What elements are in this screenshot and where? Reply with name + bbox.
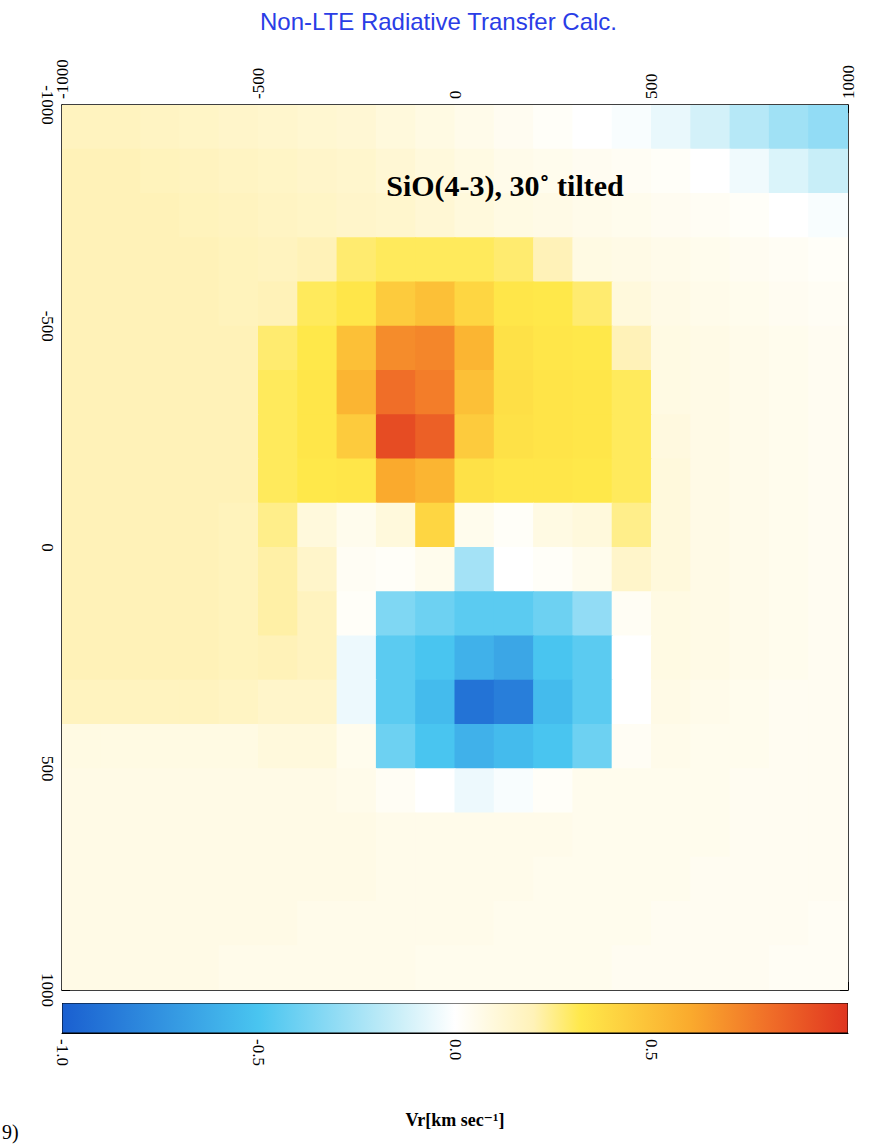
svg-text:Non-LTE Radiative Transfer Cal: Non-LTE Radiative Transfer Calc. (260, 8, 617, 35)
svg-text:-1000: -1000 (38, 85, 57, 125)
svg-text:1000: 1000 (839, 65, 858, 99)
svg-text:0: 0 (38, 543, 57, 552)
svg-text:500: 500 (642, 74, 661, 100)
svg-text:0: 0 (446, 91, 465, 100)
svg-text:0.5: 0.5 (642, 1039, 661, 1060)
svg-text:-500: -500 (249, 68, 268, 99)
svg-text:-500: -500 (38, 311, 57, 342)
svg-text:9): 9) (2, 1121, 19, 1144)
svg-text:-0.5: -0.5 (249, 1039, 268, 1066)
svg-text:500: 500 (38, 756, 57, 782)
svg-text:Vr[km sec⁻¹]: Vr[km sec⁻¹] (405, 1110, 504, 1130)
svg-text:0.0: 0.0 (446, 1039, 465, 1060)
svg-text:-1.0: -1.0 (53, 1039, 72, 1066)
svg-text:-1000: -1000 (53, 59, 72, 99)
svg-text:SiO(4-3), 30˚ tilted: SiO(4-3), 30˚ tilted (386, 169, 624, 203)
svg-text:1000: 1000 (38, 973, 57, 1007)
